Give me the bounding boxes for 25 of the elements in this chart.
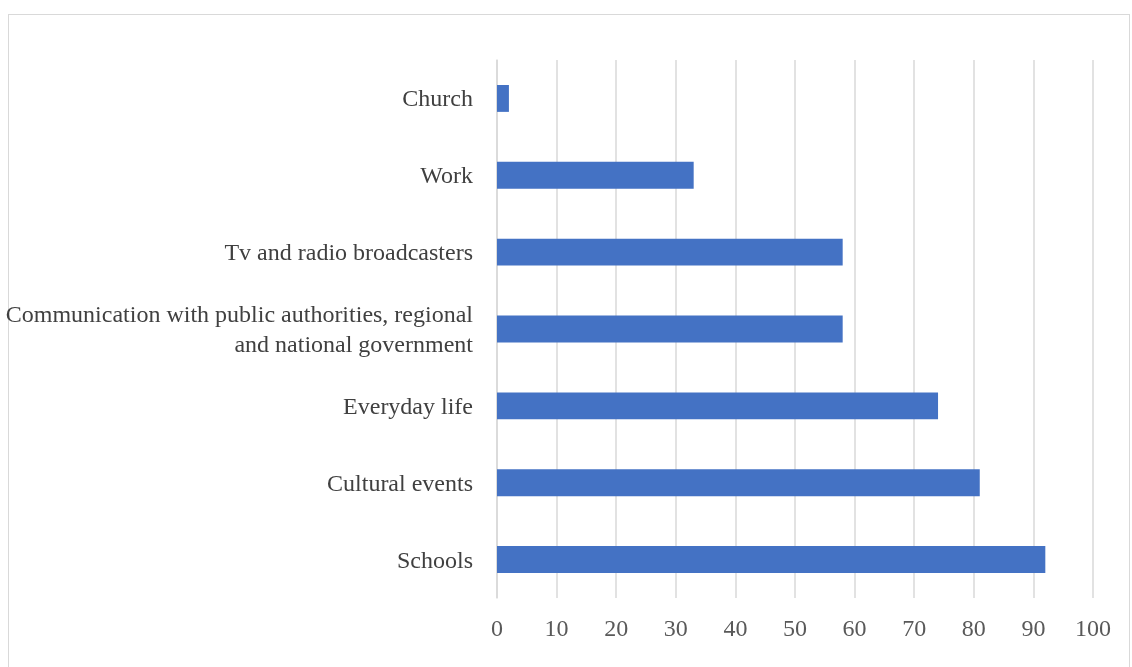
bar — [497, 161, 694, 189]
bar — [497, 392, 939, 420]
x-tick-label: 10 — [544, 615, 569, 641]
y-tick-label: Tv and radio broadcasters — [224, 239, 473, 266]
x-tick-label: 20 — [604, 615, 629, 641]
x-tick-label: 30 — [663, 615, 688, 641]
x-tick-label: 100 — [1075, 615, 1111, 641]
x-tick-label: 80 — [961, 615, 986, 641]
x-tick-label: 40 — [723, 615, 748, 641]
bar — [497, 238, 843, 266]
bar — [497, 469, 980, 497]
y-tick-label: Everyday life — [343, 392, 473, 419]
bar — [497, 84, 509, 112]
bar — [497, 546, 1046, 574]
x-tick-label: 90 — [1021, 615, 1046, 641]
x-tick-label: 50 — [783, 615, 807, 641]
y-tick-label: Communication with public authorities, regional and national government — [5, 301, 474, 357]
y-tick-label: Cultural events — [327, 469, 473, 496]
y-tick-label: Church — [402, 85, 473, 112]
x-tick-label: 0 — [491, 615, 503, 641]
y-tick-label: Schools — [396, 546, 473, 573]
y-tick-label: Work — [420, 162, 473, 189]
x-tick-label: 70 — [902, 615, 927, 641]
x-tick-label: 60 — [842, 615, 867, 641]
bar — [497, 315, 843, 343]
